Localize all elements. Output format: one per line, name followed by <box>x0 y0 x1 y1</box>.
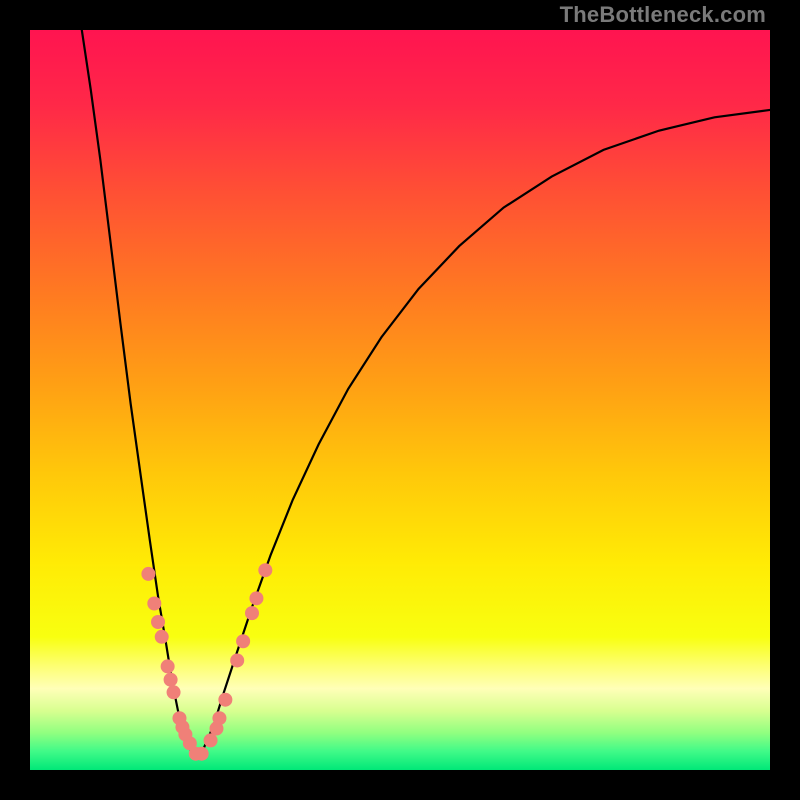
data-marker <box>258 563 272 577</box>
data-marker <box>164 673 178 687</box>
data-marker <box>212 711 226 725</box>
data-marker <box>204 733 218 747</box>
watermark-text: TheBottleneck.com <box>560 2 766 28</box>
data-marker <box>230 653 244 667</box>
data-marker <box>147 597 161 611</box>
curve-right-branch <box>197 110 771 759</box>
plot-area <box>30 30 770 770</box>
data-marker <box>167 685 181 699</box>
chart-svg <box>30 30 770 770</box>
data-marker <box>155 630 169 644</box>
data-marker <box>245 606 259 620</box>
curve-left-branch <box>82 30 197 759</box>
data-marker <box>236 634 250 648</box>
data-marker <box>249 591 263 605</box>
data-marker <box>161 659 175 673</box>
data-marker <box>195 747 209 761</box>
data-marker <box>141 567 155 581</box>
data-marker <box>218 693 232 707</box>
data-marker <box>151 615 165 629</box>
